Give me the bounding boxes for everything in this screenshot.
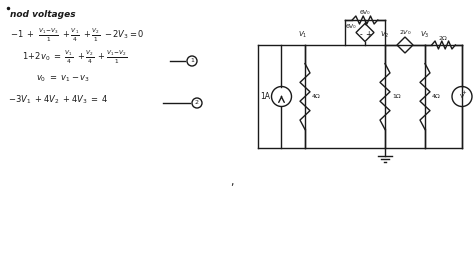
Text: 1Ω: 1Ω [392, 94, 401, 99]
Text: $-1\ +\ \frac{V_1\!-\!V_3}{1}\ +\frac{V_1}{4}\ +\frac{V_2}{1}\ -2V_3=0$: $-1\ +\ \frac{V_1\!-\!V_3}{1}\ +\frac{V_… [10, 27, 145, 44]
Text: 1: 1 [190, 59, 194, 64]
Text: $v_0\ =\ v_1-v_3$: $v_0\ =\ v_1-v_3$ [36, 73, 90, 84]
Text: 1A: 1A [261, 92, 271, 101]
Text: -: - [360, 30, 363, 39]
Text: $1\!+\!2v_0\ =\ \frac{V_1}{4}\ +\frac{V_2}{4}\ +\frac{V_1\!-\!V_2}{1}$: $1\!+\!2v_0\ =\ \frac{V_1}{4}\ +\frac{V_… [22, 48, 128, 66]
Text: $-3V_1\ +4V_2\ +4V_3\ =\ 4$: $-3V_1\ +4V_2\ +4V_3\ =\ 4$ [8, 94, 109, 106]
Text: $V_3$: $V_3$ [420, 30, 430, 40]
Text: 6V₀: 6V₀ [346, 24, 356, 30]
Text: $2V_0$: $2V_0$ [399, 28, 411, 38]
Text: 6V₀: 6V₀ [360, 10, 370, 15]
Polygon shape [397, 37, 413, 53]
Text: 4Ω: 4Ω [312, 94, 321, 99]
Text: nod voltages: nod voltages [10, 10, 76, 19]
Text: ,: , [230, 177, 234, 187]
Text: +: + [462, 90, 466, 95]
Text: $2Ω$: $2Ω$ [438, 34, 449, 42]
Polygon shape [356, 23, 374, 41]
Text: 4Ω: 4Ω [432, 94, 441, 99]
Text: $V_1$: $V_1$ [298, 30, 308, 40]
Text: 2: 2 [195, 101, 199, 106]
Text: $V_2$: $V_2$ [380, 30, 390, 40]
Text: V: V [460, 94, 464, 99]
Text: +: + [365, 30, 372, 39]
